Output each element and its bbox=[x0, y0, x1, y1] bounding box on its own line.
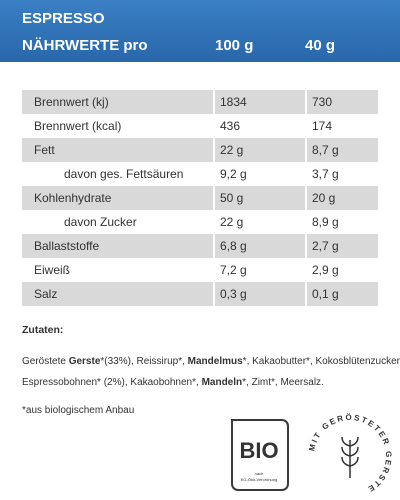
ingredients-title: Zutaten: bbox=[22, 324, 64, 336]
ingredient-segment: *, Kakaobutter*, Kokosblütenzucker*, bbox=[242, 356, 400, 367]
product: ESPRESSO bbox=[22, 10, 105, 27]
ingredient-segment: *(33%), Reissirup*, bbox=[100, 356, 188, 367]
bio-note: EG-Öko-Verordnung bbox=[241, 477, 277, 482]
value-100g: 436 bbox=[220, 119, 241, 133]
ingredient-segment: *, Zimt*, Meersalz. bbox=[242, 377, 324, 388]
ingredient-segment: Mandelmus bbox=[187, 356, 243, 367]
ingredient-segment: Geröstete bbox=[22, 356, 69, 367]
value-100g: 1834 bbox=[220, 95, 247, 109]
bio-text: BIO bbox=[239, 438, 278, 463]
row-label: Ballaststoffe bbox=[34, 239, 100, 253]
table-row: davon Zucker 22 g 8,9 g bbox=[22, 210, 378, 234]
wheat-icon bbox=[341, 436, 359, 478]
value-40g: 0,1 g bbox=[312, 287, 339, 301]
table-row: Brennwert (kj) 1834 730 bbox=[22, 90, 378, 114]
table-row: Brennwert (kcal) 436 174 bbox=[22, 114, 378, 138]
bio-bg bbox=[236, 424, 280, 442]
bio-frame bbox=[231, 419, 289, 491]
row-label: Salz bbox=[34, 287, 58, 301]
table-row: Ballaststoffe 6,8 g 2,7 g bbox=[22, 234, 378, 258]
header-band: ESPRESSO NÄHRWERTE pro 100 g 40 g bbox=[0, 0, 400, 62]
row-label: Kohlenhydrate bbox=[34, 191, 112, 205]
row-label: Fett bbox=[34, 143, 55, 157]
value-100g: 9,2 g bbox=[220, 167, 247, 181]
column-header: 40 g bbox=[305, 37, 336, 54]
row-label: Eiweiß bbox=[34, 263, 71, 277]
ingredients-line: Geröstete Gerste*(33%), Reissirup*, Mand… bbox=[22, 356, 400, 367]
value-40g: 8,7 g bbox=[312, 143, 339, 157]
value-40g: 730 bbox=[312, 95, 333, 109]
value-40g: 2,7 g bbox=[312, 239, 339, 253]
ingredient-segment: Gerste bbox=[68, 356, 101, 367]
value-100g: 50 g bbox=[220, 191, 244, 205]
column-header: 100 g bbox=[215, 37, 254, 54]
row-label: davon ges. Fettsäuren bbox=[64, 167, 184, 181]
value-40g: 174 bbox=[312, 119, 333, 133]
row-label: Brennwert (kj) bbox=[34, 95, 109, 109]
value-40g: 8,9 g bbox=[312, 215, 339, 229]
ingredient-segment: Mandeln bbox=[201, 377, 243, 388]
value-100g: 6,8 g bbox=[220, 239, 247, 253]
row-label: Brennwert (kcal) bbox=[34, 119, 122, 133]
table-row: Fett 22 g 8,7 g bbox=[22, 138, 378, 162]
ingredient-segment: Espressobohnen* (2%), Kakaobohnen*, bbox=[22, 377, 202, 388]
value-100g: 0,3 g bbox=[220, 287, 247, 301]
value-40g: 3,7 g bbox=[312, 167, 339, 181]
value-40g: 2,9 g bbox=[312, 263, 339, 277]
header-label: NÄHRWERTE pro bbox=[22, 37, 148, 54]
ingredients-line: Espressobohnen* (2%), Kakaobohnen*, Mand… bbox=[22, 377, 324, 388]
row-label: davon Zucker bbox=[64, 215, 137, 229]
value-40g: 20 g bbox=[312, 191, 336, 205]
table-row: Eiweiß 7,2 g 2,9 g bbox=[22, 258, 378, 282]
value-100g: 22 g bbox=[220, 215, 244, 229]
table-row: davon ges. Fettsäuren 9,2 g 3,7 g bbox=[22, 162, 378, 186]
column-separator bbox=[305, 90, 307, 306]
bio-note: nach bbox=[255, 471, 264, 476]
column-separator bbox=[213, 90, 215, 306]
value-100g: 7,2 g bbox=[220, 263, 247, 277]
table-row: Salz 0,3 g 0,1 g bbox=[22, 282, 378, 306]
footnote: *aus biologischem Anbau bbox=[22, 405, 135, 416]
table-row: Kohlenhydrate 50 g 20 g bbox=[22, 186, 378, 210]
value-100g: 22 g bbox=[220, 143, 244, 157]
